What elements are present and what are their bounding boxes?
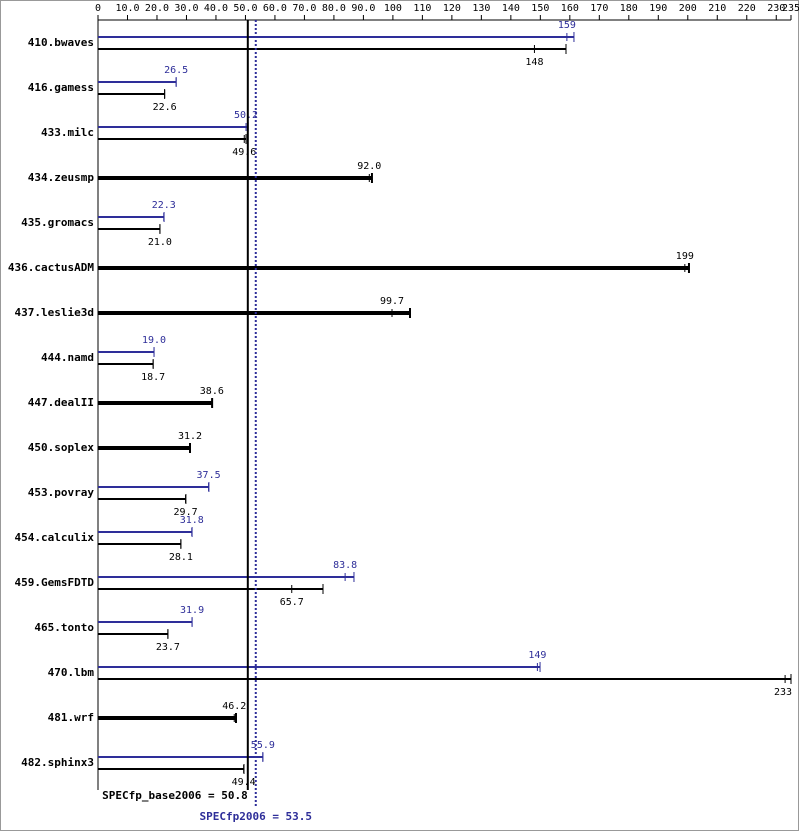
category-label: 433.milc xyxy=(41,126,94,139)
category-label: 482.sphinx3 xyxy=(21,756,94,769)
value-label: 55.9 xyxy=(251,740,275,751)
value-label: 31.9 xyxy=(180,605,204,616)
value-label: 26.5 xyxy=(164,65,188,76)
value-label: 49.6 xyxy=(232,147,256,158)
x-tick-label: 200 xyxy=(679,3,697,14)
category-label: 434.zeusmp xyxy=(28,171,95,184)
value-label: 199 xyxy=(676,251,694,262)
peak-score-label: SPECfp2006 = 53.5 xyxy=(199,810,312,823)
category-label: 437.leslie3d xyxy=(15,306,94,319)
x-tick-label: 150 xyxy=(531,3,549,14)
x-tick-label: 20.0 xyxy=(145,3,169,14)
category-label: 436.cactusADM xyxy=(8,261,94,274)
category-label: 465.tonto xyxy=(34,621,94,634)
value-label: 46.2 xyxy=(222,701,246,712)
x-tick-label: 220 xyxy=(738,3,756,14)
x-tick-label: 100 xyxy=(384,3,402,14)
x-tick-label: 210 xyxy=(708,3,726,14)
value-label: 149 xyxy=(528,650,546,661)
x-tick-label: 230 xyxy=(767,3,785,14)
value-label: 148 xyxy=(525,57,543,68)
category-label: 459.GemsFDTD xyxy=(15,576,95,589)
category-label: 470.lbm xyxy=(48,666,95,679)
x-tick-label: 235 xyxy=(782,3,799,14)
value-label: 18.7 xyxy=(141,372,165,383)
category-label: 410.bwaves xyxy=(28,36,94,49)
category-label: 435.gromacs xyxy=(21,216,94,229)
value-label: 19.0 xyxy=(142,335,166,346)
x-tick-label: 110 xyxy=(413,3,431,14)
category-label: 481.wrf xyxy=(48,711,94,724)
value-label: 29.7 xyxy=(174,507,198,518)
x-tick-label: 160 xyxy=(561,3,579,14)
x-tick-label: 140 xyxy=(502,3,520,14)
value-label: 233 xyxy=(774,687,792,698)
value-label: 31.2 xyxy=(178,431,202,442)
value-label: 38.6 xyxy=(200,386,224,397)
value-label: 83.8 xyxy=(333,560,357,571)
x-tick-label: 130 xyxy=(472,3,490,14)
x-tick-label: 0 xyxy=(95,3,101,14)
x-tick-label: 120 xyxy=(443,3,461,14)
x-tick-label: 190 xyxy=(649,3,667,14)
base-score-label: SPECfp_base2006 = 50.8 xyxy=(102,789,248,802)
value-label: 65.7 xyxy=(280,597,304,608)
value-label: 159 xyxy=(558,20,576,31)
category-label: 444.namd xyxy=(41,351,94,364)
value-label: 22.3 xyxy=(152,200,176,211)
value-label: 49.4 xyxy=(232,777,256,788)
x-tick-label: 30.0 xyxy=(174,3,198,14)
x-tick-label: 90.0 xyxy=(351,3,375,14)
value-label: 31.8 xyxy=(180,515,204,526)
category-label: 453.povray xyxy=(28,486,95,499)
x-tick-label: 40.0 xyxy=(204,3,228,14)
value-label: 37.5 xyxy=(197,470,221,481)
x-tick-label: 170 xyxy=(590,3,608,14)
category-label: 416.gamess xyxy=(28,81,94,94)
x-tick-label: 180 xyxy=(620,3,638,14)
x-tick-label: 70.0 xyxy=(292,3,316,14)
value-label: 99.7 xyxy=(380,296,404,307)
value-label: 28.1 xyxy=(169,552,193,563)
value-label: 23.7 xyxy=(156,642,180,653)
value-label: 21.0 xyxy=(148,237,172,248)
category-label: 454.calculix xyxy=(15,531,95,544)
x-tick-label: 10.0 xyxy=(115,3,139,14)
x-tick-label: 60.0 xyxy=(263,3,287,14)
value-label: 50.2 xyxy=(234,110,258,121)
x-tick-label: 50.0 xyxy=(233,3,257,14)
value-label: 22.6 xyxy=(153,102,177,113)
category-label: 447.dealII xyxy=(28,396,94,409)
x-tick-label: 80.0 xyxy=(322,3,346,14)
category-label: 450.soplex xyxy=(28,441,95,454)
value-label: 92.0 xyxy=(357,161,381,172)
